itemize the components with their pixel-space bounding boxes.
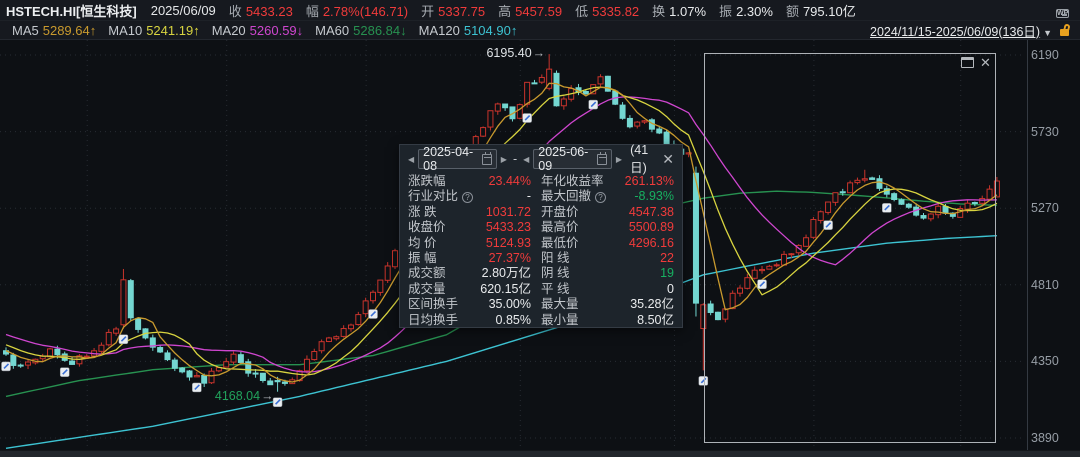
news-markers [1,99,892,407]
quote-date: 2025/06/09 [150,2,216,18]
chart-area: 6190 5730 5270 4810 4350 3890 ✕ 6195.40→ 4168.… [0,40,1080,457]
help-icon[interactable]: ? [595,191,607,203]
stat-amplitude: 振 2.30% [719,3,773,19]
help-icon[interactable]: ? [462,191,474,203]
ma20-readout: MA20 5260.59↓ [211,22,304,38]
y-axis-label: 3890 [1031,431,1059,445]
ma60-arrow-icon: ↓ [400,22,407,38]
stat-high: 高 5457.59 [498,3,563,19]
ma5-arrow-icon: ↑ [89,22,97,38]
popup-close-icon[interactable]: ✕ [662,150,675,167]
selection-close-icon[interactable]: ✕ [979,55,991,70]
y-axis-label: 5730 [1031,124,1059,139]
stat-amount: 额 795.10亿 [785,3,856,19]
price-annotation: 4168.04→ [214,388,274,403]
end-date-input[interactable]: 2025-06-09 [533,145,612,173]
range-selection-box[interactable]: ✕ [704,53,996,443]
quote-header-bar: HSTECH.HI[恒生科技] 2025/06/09 收 5433.23 幅 2.7… [0,0,1080,21]
calendar-icon[interactable] [482,151,492,165]
stat-low: 低 5335.82 [575,3,640,19]
ma60-readout: MA60 5286.84↓ [315,22,407,38]
ma10-readout: MA10 5241.19↑ [108,22,200,38]
popup-row: 涨跌幅 23.44% 年化收益率 261.13% [408,174,674,188]
stat-close: 收 5433.23 [228,3,293,19]
ma120-readout: MA120 5104.90↑ [418,22,518,38]
stat-change: 幅 2.78%(146.71) [305,3,409,19]
y-axis-label: 5270 [1031,201,1059,216]
selection-toolbar: ✕ [960,55,991,70]
horizontal-scrollbar[interactable] [0,450,1080,457]
next-date-icon[interactable]: ▶ [615,154,623,164]
popup-row: 涨 跌 1031.72 开盘价 4547.38 [408,204,674,219]
prev-date-icon[interactable]: ◀ [523,154,530,164]
prev-date-icon[interactable]: ◀ [408,154,415,164]
popup-row: 日均换手 0.85% 最小量 8.50亿 [408,312,674,327]
gridlines [0,40,1021,450]
popup-rows: 涨跌幅 23.44% 年化收益率 261.13% 行业对比? - 最大回撤? -8.93% … [400,173,682,328]
popout-window-icon[interactable] [960,57,974,68]
ma-header-bar: MA5 5289.64↑ MA10 5241.19↑ MA20 5260.59↓ MA… [0,21,1080,40]
ma120-arrow-icon: ↑ [510,22,518,38]
popup-row: 均 价 5124.93 最低价 4296.16 [408,235,674,250]
stat-turnover-rate: 换 1.07% [652,3,707,19]
y-axis-label: 4350 [1031,354,1059,369]
next-date-icon[interactable]: ▶ [500,154,507,164]
popup-row: 收盘价 5433.23 最高价 5500.89 [408,220,674,235]
price-annotation: 6195.40→ [486,46,546,61]
date-range-selector[interactable]: 2024/11/15-2025/06/09(136日) ▼ [870,24,1052,39]
popup-row: 成交额 2.80万亿阴 线 19 [408,266,674,281]
ma5-readout: MA5 5289.64↑ [12,22,97,38]
popup-header: ◀ 2025-04-08 ▶ - ◀ 2025-06-09 ▶ (41日) ✕ [408,142,675,175]
ma20-arrow-icon: ↓ [296,22,304,38]
annotation-arrow-icon: → [532,46,546,61]
ma10-arrow-icon: ↑ [193,22,200,38]
popup-row: 区间换手 35.00% 最大量 35.28亿 [408,297,674,312]
wind-app-icon[interactable]: WP [1056,8,1070,18]
popup-row: 振 幅 27.37% 阳 线 22 [408,250,674,265]
stat-open: 开 5337.75 [421,3,486,19]
start-date-input[interactable]: 2025-04-08 [418,145,497,173]
range-stats-popup: ◀ 2025-04-08 ▶ - ◀ 2025-06-09 ▶ (41日) ✕ … [399,142,683,328]
symbol-name: HSTECH.HI[恒生科技] [6,3,137,19]
unlock-icon[interactable] [1060,22,1072,37]
calendar-icon[interactable] [597,151,607,165]
popup-row: 行业对比? - 最大回撤? -8.93% [408,189,674,204]
chevron-down-icon: ▼ [1043,27,1052,38]
range-days-label: (41日) [630,142,649,175]
annotation-arrow-icon: → [261,388,274,403]
y-axis-label: 4810 [1031,277,1059,292]
y-axis-label: 6190 [1031,48,1059,62]
